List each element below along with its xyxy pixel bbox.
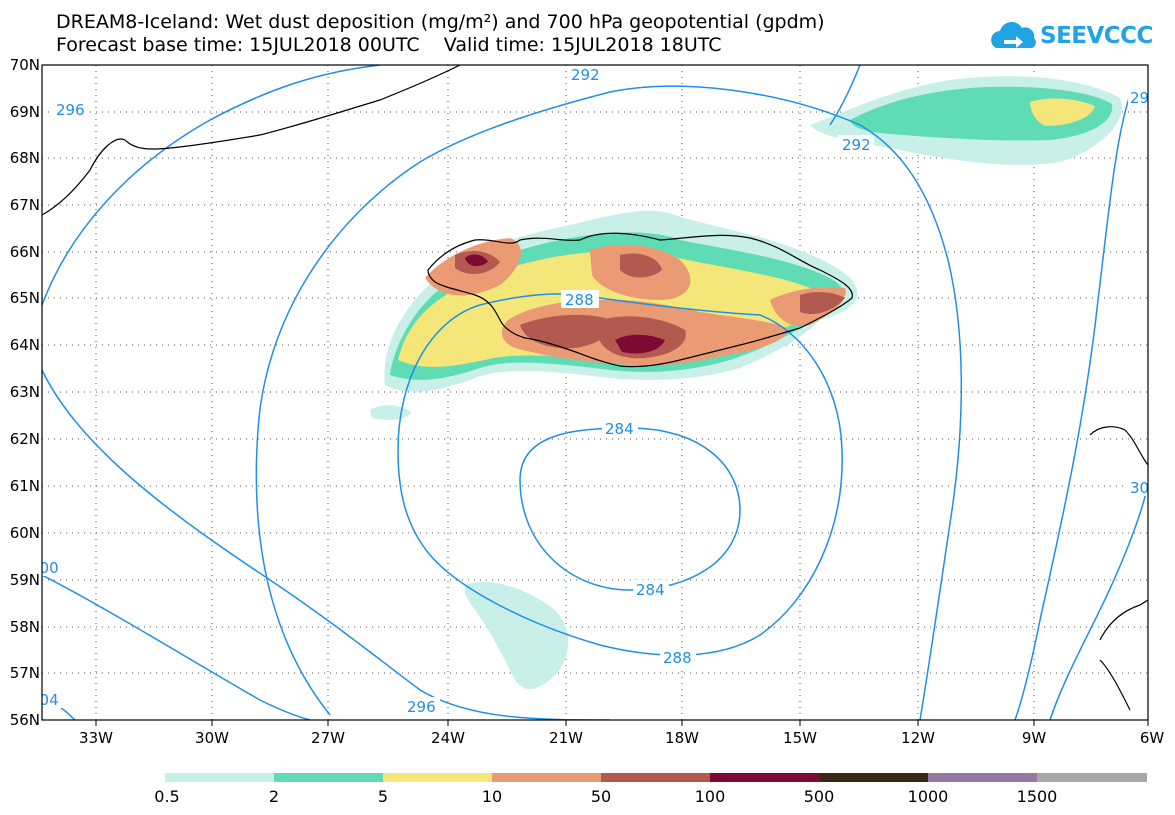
contour-labels: 292 292 296 288 284 284 288 296 300 304 … bbox=[30, 65, 1159, 716]
legend-swatch bbox=[601, 773, 711, 782]
seevccc-logo: SEEVCCC bbox=[990, 18, 1153, 58]
lon-label: 27W bbox=[311, 729, 345, 747]
lon-label: 21W bbox=[549, 729, 583, 747]
contour-296-s bbox=[42, 369, 611, 720]
coastlines bbox=[42, 65, 1148, 711]
lat-label: 62N bbox=[10, 430, 40, 448]
legend-swatch bbox=[492, 773, 602, 782]
contour-label: 292 bbox=[842, 136, 871, 154]
map-title: DREAM8-Iceland: Wet dust deposition (mg/… bbox=[56, 11, 825, 33]
legend-swatch bbox=[274, 773, 384, 782]
dust-area-yellow-ne bbox=[1030, 98, 1095, 126]
legend-swatch bbox=[1037, 773, 1147, 782]
lon-label: 15W bbox=[783, 729, 817, 747]
contour-label: 29 bbox=[1130, 89, 1149, 107]
logo-text: SEEVCCC bbox=[1040, 23, 1153, 49]
lat-label: 56N bbox=[10, 711, 40, 729]
graticule bbox=[42, 65, 1148, 720]
legend-label: 100 bbox=[694, 787, 726, 806]
contour-300-e bbox=[1049, 484, 1148, 720]
contour-label: 300 bbox=[30, 559, 59, 577]
contour-label: 296 bbox=[407, 698, 436, 716]
lat-label: 66N bbox=[10, 243, 40, 261]
lat-label: 59N bbox=[10, 571, 40, 589]
longitude-labels: 33W 30W 27W 24W 21W 18W 15W 12W 9W 6W bbox=[79, 729, 1164, 747]
contour-296 bbox=[42, 65, 381, 306]
coastline-greenland bbox=[42, 65, 461, 216]
lon-label: 9W bbox=[1022, 729, 1047, 747]
lat-label: 57N bbox=[10, 664, 40, 682]
contour-label: 284 bbox=[636, 581, 665, 599]
lat-label: 64N bbox=[10, 336, 40, 354]
contour-292-ne bbox=[829, 65, 861, 126]
lon-label: 24W bbox=[431, 729, 465, 747]
legend-swatch bbox=[819, 773, 929, 782]
legend-label: 1000 bbox=[907, 787, 949, 806]
lat-label: 58N bbox=[10, 618, 40, 636]
contour-label: 288 bbox=[663, 649, 692, 667]
lat-label: 69N bbox=[10, 103, 40, 121]
legend-label: 10 bbox=[481, 787, 503, 806]
legend-label: 5 bbox=[377, 787, 389, 806]
lat-label: 67N bbox=[10, 196, 40, 214]
dust-area-light-sw bbox=[370, 405, 412, 420]
contour-label: 296 bbox=[56, 101, 85, 119]
lon-label: 12W bbox=[901, 729, 935, 747]
cloud-arrow-icon bbox=[991, 22, 1036, 48]
dust-area-brown bbox=[455, 250, 845, 359]
lat-label: 65N bbox=[10, 289, 40, 307]
contour-label: 284 bbox=[605, 420, 634, 438]
geopotential-contours bbox=[42, 65, 1148, 720]
legend-swatch bbox=[383, 773, 493, 782]
lon-label: 30W bbox=[195, 729, 229, 747]
contour-288 bbox=[397, 293, 843, 656]
axis-ticks bbox=[95, 720, 1149, 726]
contour-284 bbox=[519, 427, 741, 591]
legend-label: 2 bbox=[268, 787, 280, 806]
contour-label: 288 bbox=[565, 291, 594, 309]
legend-label: 1500 bbox=[1016, 787, 1058, 806]
lat-label: 68N bbox=[10, 149, 40, 167]
dust-area-dark-red bbox=[465, 254, 665, 354]
lon-label: 33W bbox=[79, 729, 113, 747]
legend-swatch bbox=[710, 773, 820, 782]
coastline-scotland bbox=[1099, 599, 1148, 711]
contour-label: 292 bbox=[571, 66, 600, 84]
latitude-labels: 70N 69N 68N 67N 66N 65N 64N 63N 62N 61N … bbox=[10, 56, 40, 729]
dust-area-light-s bbox=[464, 581, 569, 690]
legend-swatch bbox=[928, 773, 1038, 782]
legend-label: 500 bbox=[803, 787, 835, 806]
lat-label: 60N bbox=[10, 524, 40, 542]
dust-deposition-field bbox=[370, 76, 1122, 690]
legend-label: 0.5 bbox=[154, 787, 180, 806]
map-subtitle: Forecast base time: 15JUL2018 00UTC Vali… bbox=[56, 34, 722, 56]
legend-label: 50 bbox=[590, 787, 612, 806]
coastline-faroe bbox=[1089, 426, 1148, 466]
lat-label: 70N bbox=[10, 56, 40, 74]
lon-label: 6W bbox=[1140, 729, 1165, 747]
contour-label: 304 bbox=[30, 691, 59, 709]
contour-292 bbox=[255, 85, 963, 720]
map-frame bbox=[41, 64, 1149, 721]
lat-label: 63N bbox=[10, 383, 40, 401]
lon-label: 18W bbox=[665, 729, 699, 747]
contour-296-e bbox=[1014, 94, 1131, 720]
contour-300 bbox=[42, 574, 311, 720]
legend-swatch bbox=[165, 773, 275, 782]
coastline-iceland bbox=[427, 232, 853, 368]
contour-label: 300 bbox=[1130, 479, 1159, 497]
lat-label: 61N bbox=[10, 477, 40, 495]
